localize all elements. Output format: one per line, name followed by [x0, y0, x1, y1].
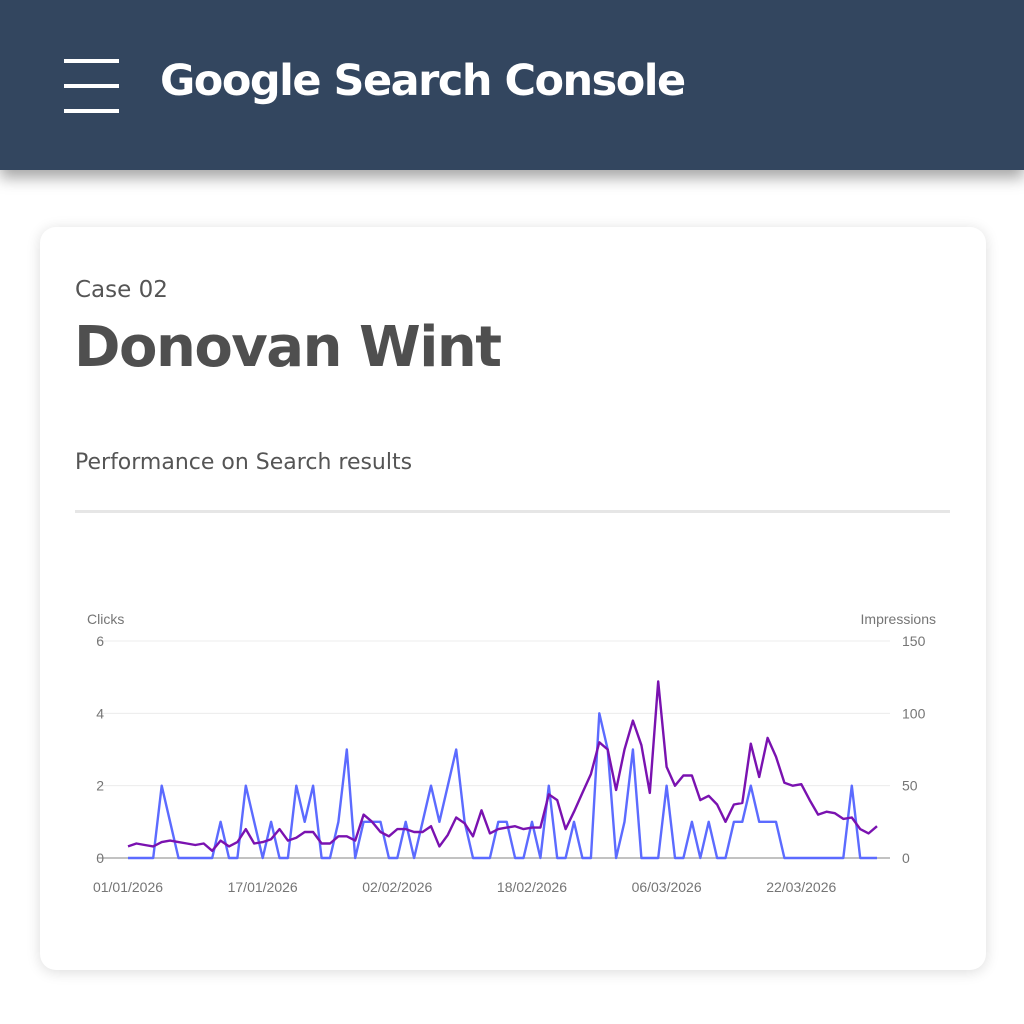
right-tick-label: 0: [902, 850, 910, 866]
x-tick-label: 06/03/2026: [632, 879, 702, 895]
series-line-impressions: [127, 680, 878, 852]
x-tick-label: 01/01/2026: [93, 879, 163, 895]
right-tick-label: 150: [902, 633, 926, 649]
x-tick-label: 18/02/2026: [497, 879, 567, 895]
x-tick-label: 17/01/2026: [228, 879, 298, 895]
series-line-clicks: [128, 712, 877, 860]
x-tick-label: 22/03/2026: [766, 879, 836, 895]
left-tick-label: 0: [96, 850, 104, 866]
left-axis-label: Clicks: [87, 611, 124, 627]
hamburger-menu-icon[interactable]: [64, 59, 120, 113]
left-tick-label: 4: [96, 705, 104, 721]
right-tick-label: 50: [902, 778, 918, 794]
app-title: Google Search Console: [160, 56, 686, 106]
section-title: Performance on Search results: [75, 450, 413, 475]
right-tick-label: 100: [902, 705, 926, 721]
right-axis-label: Impressions: [861, 611, 936, 627]
app-header: Google Search Console: [0, 0, 1024, 170]
case-label: Case 02: [75, 277, 168, 303]
divider: [75, 510, 950, 513]
left-tick-label: 6: [96, 633, 104, 649]
x-tick-label: 02/02/2026: [362, 879, 432, 895]
person-name: Donovan Wint: [74, 315, 502, 380]
left-tick-label: 2: [96, 778, 104, 794]
